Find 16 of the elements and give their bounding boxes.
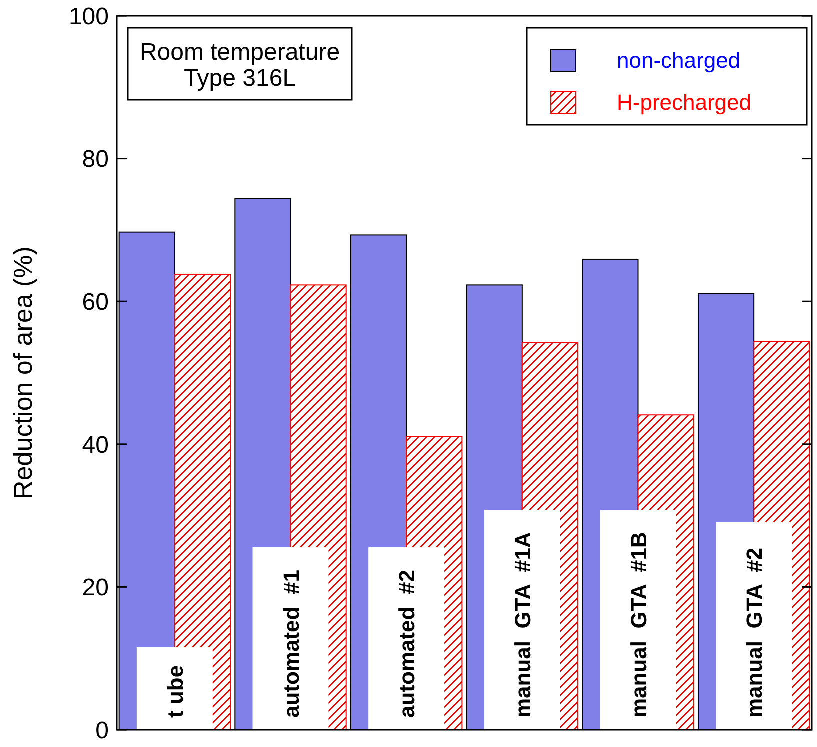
x-tick-label: automated #2 [394, 570, 420, 718]
legend-label: H-precharged [617, 90, 752, 115]
y-tick-label: 40 [82, 432, 109, 459]
x-tick-label: t ube [162, 665, 188, 718]
x-tick-label: manual GTA #2 [742, 548, 768, 718]
y-axis-title: Reduction of area (%) [8, 246, 38, 500]
y-tick-label: 0 [96, 717, 109, 744]
y-tick-label: 80 [82, 146, 109, 174]
annotation: Room temperature Type 316L [140, 39, 340, 92]
y-tick-label: 60 [82, 289, 109, 316]
x-tick-label: manual GTA #1A [510, 532, 536, 718]
x-tick-label: automated #1 [278, 570, 304, 718]
legend-label: non-charged [617, 48, 741, 73]
y-tick-label: 100 [68, 3, 109, 30]
x-tick-label: manual GTA #1B [626, 532, 652, 718]
y-tick-label: 20 [82, 574, 109, 602]
